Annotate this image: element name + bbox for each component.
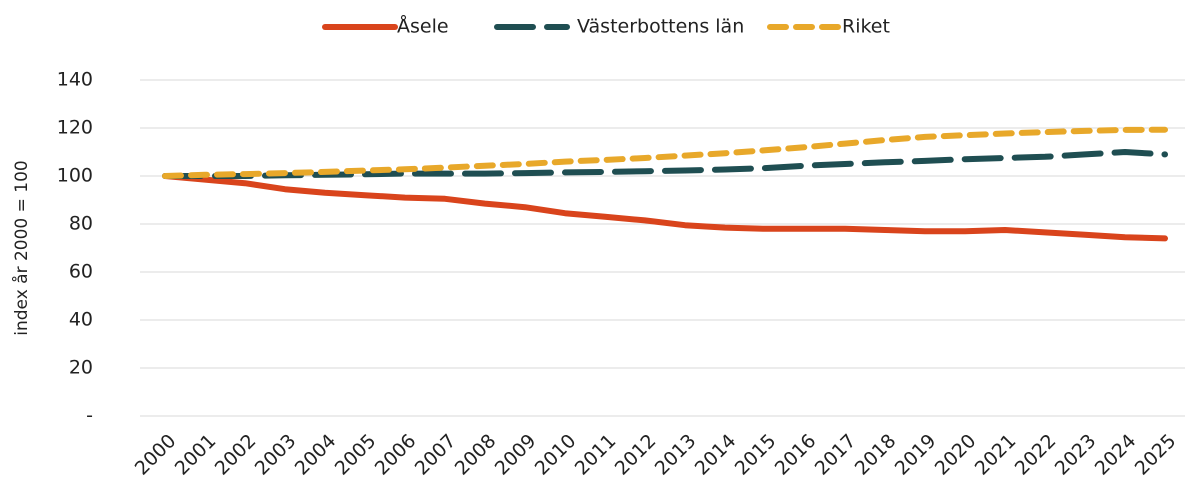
- x-tick-label: 2003: [251, 430, 301, 480]
- x-tick-label: 2009: [491, 430, 541, 480]
- x-tick-label: 2018: [851, 430, 901, 480]
- y-tick-label: 80: [69, 213, 93, 235]
- x-tick-label: 2004: [291, 430, 341, 480]
- x-tick-label: 2000: [131, 430, 181, 480]
- x-tick-label: 2001: [171, 430, 221, 480]
- y-tick-label: 120: [57, 117, 93, 139]
- legend-label: Riket: [842, 16, 890, 38]
- x-tick-label: 2008: [451, 430, 501, 480]
- x-tick-label: 2014: [691, 430, 741, 480]
- x-tick-label: 2019: [891, 430, 941, 480]
- y-tick-label: -: [86, 405, 93, 427]
- x-tick-label: 2017: [811, 430, 861, 480]
- y-tick-label: 20: [69, 357, 93, 379]
- y-tick-label: 100: [57, 165, 93, 187]
- x-tick-label: 2025: [1131, 430, 1181, 480]
- x-tick-label: 2015: [731, 430, 781, 480]
- line-series: [162, 173, 1168, 242]
- x-tick-label: 2005: [331, 430, 381, 480]
- x-tick-label: 2007: [411, 430, 461, 480]
- x-tick-label: 2011: [571, 430, 621, 480]
- y-tick-label: 40: [69, 309, 93, 331]
- x-tick-label: 2006: [371, 430, 421, 480]
- x-tick-label: 2020: [931, 430, 981, 480]
- x-tick-label: 2024: [1091, 430, 1141, 480]
- y-tick-label: 60: [69, 261, 93, 283]
- legend-label: Västerbottens län: [577, 16, 744, 38]
- x-tick-label: 2022: [1011, 430, 1061, 480]
- line-series: [162, 126, 1168, 179]
- x-tick-label: 2012: [611, 430, 661, 480]
- line-series: [162, 149, 1168, 179]
- y-tick-label: 140: [57, 69, 93, 91]
- x-tick-label: 2021: [971, 430, 1021, 480]
- legend-label: Åsele: [397, 15, 449, 38]
- y-axis-label: index år 2000 = 100: [11, 160, 32, 336]
- x-tick-label: 2013: [651, 430, 701, 480]
- x-tick-label: 2023: [1051, 430, 1101, 480]
- x-tick-label: 2010: [531, 430, 581, 480]
- x-tick-label: 2002: [211, 430, 261, 480]
- x-tick-label: 2016: [771, 430, 821, 480]
